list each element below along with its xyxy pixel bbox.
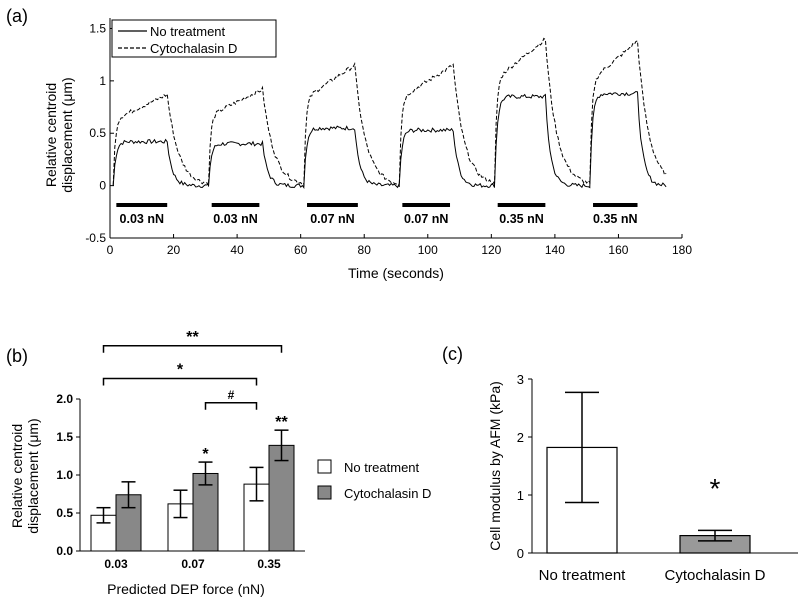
legend-label-cytochalasin: Cytochalasin D bbox=[150, 41, 237, 56]
significance-bracket bbox=[102, 377, 258, 386]
panel-a-xlabel: Time (seconds) bbox=[348, 265, 444, 281]
panel-b-letter: (b) bbox=[6, 346, 28, 366]
y-tick-label: 0.5 bbox=[89, 126, 106, 140]
x-tick-label: 20 bbox=[167, 243, 181, 257]
panel-b-legend-label-cytochalasin: Cytochalasin D bbox=[344, 486, 431, 501]
series-line-no-treatment bbox=[112, 90, 667, 189]
x-tick-label: 80 bbox=[358, 243, 372, 257]
y-tick-label: -0.5 bbox=[85, 231, 106, 245]
y-tick-label: 1 bbox=[99, 74, 106, 88]
y-tick-label: 1.5 bbox=[56, 430, 73, 444]
x-tick-label: 180 bbox=[672, 243, 692, 257]
category-label: 0.35 bbox=[257, 557, 281, 571]
force-bar-label: 0.35 nN bbox=[499, 212, 543, 226]
significance-mark: * bbox=[202, 446, 209, 463]
legend-label-no-treatment: No treatment bbox=[150, 24, 226, 39]
force-bar-label: 0.35 nN bbox=[593, 212, 637, 226]
significance-bracket bbox=[102, 345, 283, 353]
x-tick-label: 120 bbox=[481, 243, 501, 257]
panel-b-legend: No treatment Cytochalasin D bbox=[317, 459, 431, 501]
bracket-label: * bbox=[177, 361, 184, 378]
panel-a: (a) Relative centroid displacement (μm) … bbox=[6, 6, 692, 281]
legend-swatch-cytochalasin bbox=[317, 485, 332, 500]
category-label: 0.07 bbox=[181, 557, 205, 571]
panel-a-ylabel-line1: Relative centroid bbox=[43, 83, 59, 187]
force-bar-label: 0.03 nN bbox=[120, 212, 164, 226]
x-tick-label: 60 bbox=[294, 243, 308, 257]
panel-c-letter: (c) bbox=[442, 344, 463, 364]
y-tick-label: 0 bbox=[517, 546, 524, 561]
bracket-label: ** bbox=[186, 329, 199, 346]
bar bbox=[192, 472, 219, 552]
y-tick-label: 1.5 bbox=[89, 21, 106, 35]
category-label: 0.03 bbox=[104, 557, 128, 571]
panel-a-legend: No treatment Cytochalasin D bbox=[111, 19, 277, 58]
y-tick-label: 0 bbox=[99, 179, 106, 193]
category-label: No treatment bbox=[539, 567, 627, 584]
bracket-label: # bbox=[228, 388, 235, 402]
x-tick-label: 140 bbox=[545, 243, 565, 257]
panel-b-ylabel-line2: displacement (μm) bbox=[25, 418, 41, 533]
series-line-cytochalasin bbox=[112, 37, 667, 188]
force-bar-label: 0.07 nN bbox=[404, 212, 448, 226]
panel-a-ylabel-line2: displacement (μm) bbox=[59, 77, 75, 192]
x-tick-label: 40 bbox=[230, 243, 244, 257]
category-label: Cytochalasin D bbox=[665, 567, 766, 584]
y-tick-label: 1 bbox=[517, 488, 524, 503]
bar bbox=[268, 444, 295, 552]
y-tick-label: 0.5 bbox=[56, 506, 73, 520]
y-tick-label: 2.0 bbox=[56, 392, 73, 406]
panel-b-legend-label-no-treatment: No treatment bbox=[344, 460, 420, 475]
panel-b-ylabel-line1: Relative centroid bbox=[9, 424, 25, 528]
y-tick-label: 3 bbox=[517, 372, 524, 387]
legend-swatch-no-treatment bbox=[317, 459, 332, 474]
significance-mark: ** bbox=[275, 414, 288, 431]
y-tick-label: 0.0 bbox=[56, 544, 73, 558]
significance-mark: * bbox=[710, 473, 721, 504]
panel-a-letter: (a) bbox=[6, 6, 28, 26]
x-tick-label: 160 bbox=[608, 243, 628, 257]
significance-bracket bbox=[204, 402, 258, 410]
panel-b: (b) Relative centroid displacement (μm) … bbox=[6, 329, 431, 597]
panel-c-ylabel: Cell modulus by AFM (kPa) bbox=[487, 381, 503, 551]
force-bar-label: 0.03 nN bbox=[213, 212, 257, 226]
panel-c: (c) Cell modulus by AFM (kPa) 0 1 2 3 No tr… bbox=[442, 344, 798, 584]
force-bar-label: 0.07 nN bbox=[310, 212, 354, 226]
panel-b-xlabel: Predicted DEP force (nN) bbox=[107, 581, 265, 597]
x-tick-label: 100 bbox=[418, 243, 438, 257]
panel-a-legend-box bbox=[111, 19, 277, 58]
y-tick-label: 1.0 bbox=[56, 468, 73, 482]
x-tick-label: 0 bbox=[107, 243, 114, 257]
y-tick-label: 2 bbox=[517, 430, 524, 445]
